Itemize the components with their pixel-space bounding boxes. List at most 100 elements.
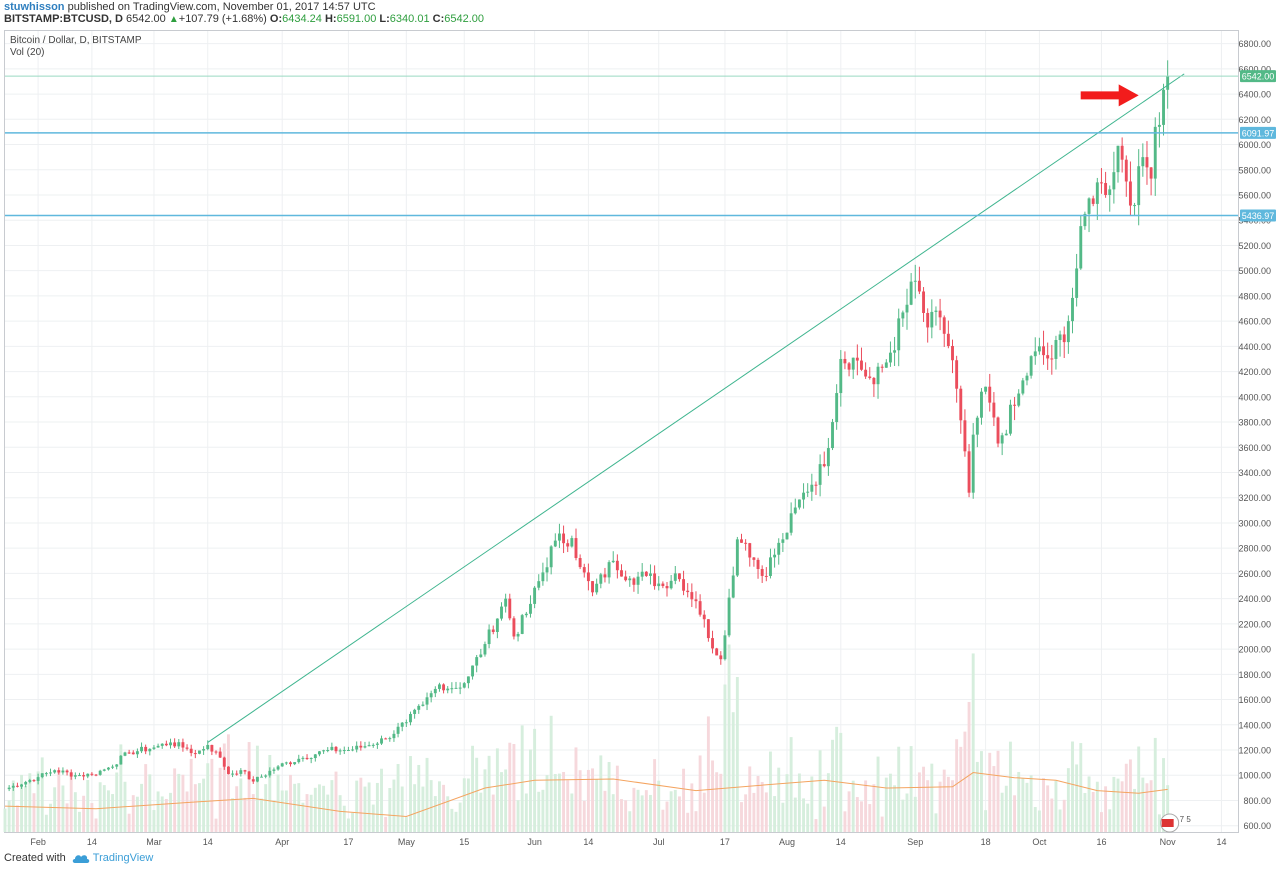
candle-body [586,572,590,582]
volume-bar [868,804,872,832]
candle-body [599,574,603,584]
candle-body [508,598,512,619]
volume-bar [723,684,727,832]
candle-body [769,557,772,576]
volume-bar [603,790,607,832]
candle-body [706,619,710,639]
candle-body [562,533,566,544]
volume-bar [355,780,359,832]
candle-body [1157,124,1161,127]
volume-bar [764,792,768,832]
candle-body [471,665,474,677]
candle-body [1104,183,1108,195]
candle-body [963,420,967,452]
volume-bar [872,784,876,832]
volume-bar [169,792,172,832]
y-tick-label: 5800.00 [1238,165,1271,175]
volume-bar [148,774,152,832]
candle-body [396,726,400,734]
candle-body [893,350,897,353]
volume-bar [417,764,421,832]
candle-body [82,775,86,777]
price-label-box [1240,126,1276,139]
volume-bar [156,791,160,832]
candle-body [690,592,694,600]
candle-body [884,362,888,368]
volume-bar [446,796,450,832]
volume-bar [545,775,549,832]
y-tick-label: 2600.00 [1238,569,1271,579]
candle-body [462,683,466,688]
volume-bar [1153,737,1157,832]
candle-body [1054,340,1058,359]
high-value: 6591.00 [336,13,377,25]
volume-bar [752,792,756,832]
volume-bar [53,787,57,832]
publish-info: stuwhisson published on TradingView.com,… [4,1,376,13]
y-tick-label: 4600.00 [1238,317,1271,327]
volume-bar [760,781,764,832]
candle-body [698,601,702,615]
candle-body [210,744,214,752]
candle-body [450,688,454,690]
candle-body [69,772,73,777]
candle-body [694,599,698,602]
candle-body [280,763,284,767]
volume-bar [15,805,19,832]
tradingview-brand[interactable]: TradingView [72,852,153,864]
candle-body [624,576,628,581]
volume-bar [1083,792,1087,832]
volume-bar [512,744,516,832]
volume-bar [744,794,748,832]
volume-bar [135,796,139,832]
candle-body [218,751,222,758]
volume-bar [797,773,801,832]
volume-bar [140,783,143,832]
candle-body [727,597,731,636]
x-tick-label: Oct [1032,837,1047,847]
candle-body [57,770,61,773]
candle-body [338,750,342,752]
symbol-label: BITSTAMP:BTCUSD, D [4,13,123,25]
candle-body [582,567,586,573]
candle-body [682,579,686,591]
volume-bar [901,799,905,832]
volume-bar [351,812,355,832]
candle-body [843,358,847,364]
volume-bar [69,777,73,832]
candle-body [65,770,69,773]
volume-bar [951,780,954,832]
volume-bar [665,801,669,832]
author-link[interactable]: stuwhisson [4,1,65,13]
volume-bar [1071,741,1074,832]
volume-bar [508,742,512,832]
candle-body [106,767,110,770]
volume-bar [897,746,901,832]
candle-body [785,532,789,540]
y-tick-label: 6200.00 [1238,115,1271,125]
candle-body [15,785,19,787]
candle-body [61,770,65,773]
candle-body [1141,157,1145,167]
volume-bar [537,791,541,832]
volume-bar [884,777,888,832]
volume-bar [388,788,392,832]
x-tick-label: 18 [981,837,991,847]
volume-bar [905,793,909,832]
candle-body [346,750,350,752]
volume-bar [553,774,557,832]
volume-bar [1013,795,1017,832]
volume-bar [181,774,185,832]
volume-bar [806,803,810,832]
volume-bar [818,750,822,832]
candle-body [905,304,909,313]
volume-bar [479,792,483,832]
volume-bar [1095,781,1099,832]
tradingview-cloud-icon [72,854,90,863]
candle-body [479,654,483,658]
candle-body [466,676,470,684]
volume-bar [222,743,226,832]
y-tick-label: 6400.00 [1238,90,1271,100]
candle-body [545,567,549,573]
